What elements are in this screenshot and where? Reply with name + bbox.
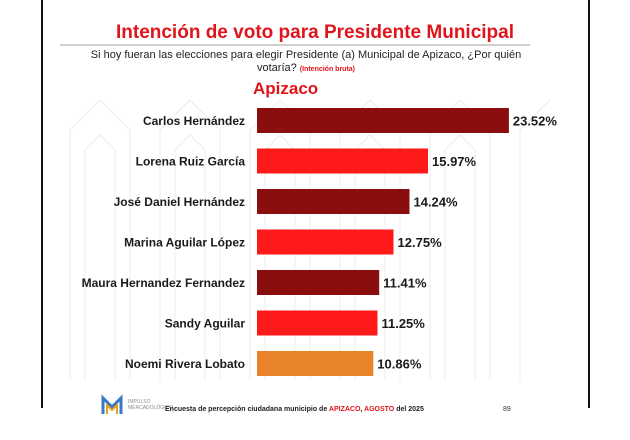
bar-4: [257, 229, 394, 255]
bar-7: [257, 351, 374, 376]
footer-place: APIZACO: [328, 406, 361, 413]
category-label-5: Maura Hernandez Fernandez: [82, 276, 245, 290]
value-label-2: 15.97%: [432, 154, 477, 169]
page-number: 89: [503, 406, 511, 413]
category-label-3: José Daniel Hernández: [114, 195, 245, 209]
chart-title: Intención de voto para Presidente Munici…: [115, 22, 515, 43]
value-label-4: 12.75%: [398, 235, 443, 250]
bar-2: [257, 148, 428, 174]
bar-6: [257, 310, 378, 336]
category-label-4: Marina Aguilar López: [124, 236, 245, 250]
value-label-7: 10.86%: [377, 357, 422, 372]
value-label-3: 14.24%: [413, 195, 458, 210]
bar-1: [257, 108, 509, 133]
brand-name: IMPULSO MERCADOLÓGICO: [128, 399, 173, 411]
value-label-5: 11.41%: [383, 276, 427, 291]
footer-text-before: Encuesta de percepción ciudadana municip…: [165, 406, 329, 413]
footer-month: AGOSTO: [364, 406, 395, 413]
frame-right-border: [588, 0, 590, 408]
category-label-2: Lorena Ruiz García: [136, 155, 246, 169]
category-label-1: Carlos Hernández: [143, 114, 245, 128]
bar-5: [257, 270, 380, 295]
subtitle-note: (Intención bruta): [299, 66, 356, 73]
chart-subtitle: Si hoy fueran las elecciones para elegir…: [76, 49, 536, 76]
value-label-6: 11.25%: [381, 316, 425, 331]
region-label: Apizaco: [253, 79, 319, 98]
bar-3: [257, 189, 410, 214]
footer-text-after: del 2025: [394, 406, 424, 413]
brand-line-1: IMPULSO: [128, 399, 151, 405]
footer-source: Encuesta de percepción ciudadana municip…: [165, 406, 424, 413]
footer-sep: ,: [360, 406, 365, 413]
frame-left-border: [41, 0, 43, 408]
brand-line-2: MERCADOLÓGICO: [128, 405, 174, 411]
title-underline: [60, 44, 530, 46]
category-label-7: Noemi Rivera Lobato: [125, 357, 245, 371]
subtitle-question: Si hoy fueran las elecciones para elegir…: [90, 49, 522, 74]
brand-logo-icon: [101, 394, 123, 416]
category-label-6: Sandy Aguilar: [165, 317, 246, 331]
value-label-1: 23.52%: [513, 114, 558, 129]
